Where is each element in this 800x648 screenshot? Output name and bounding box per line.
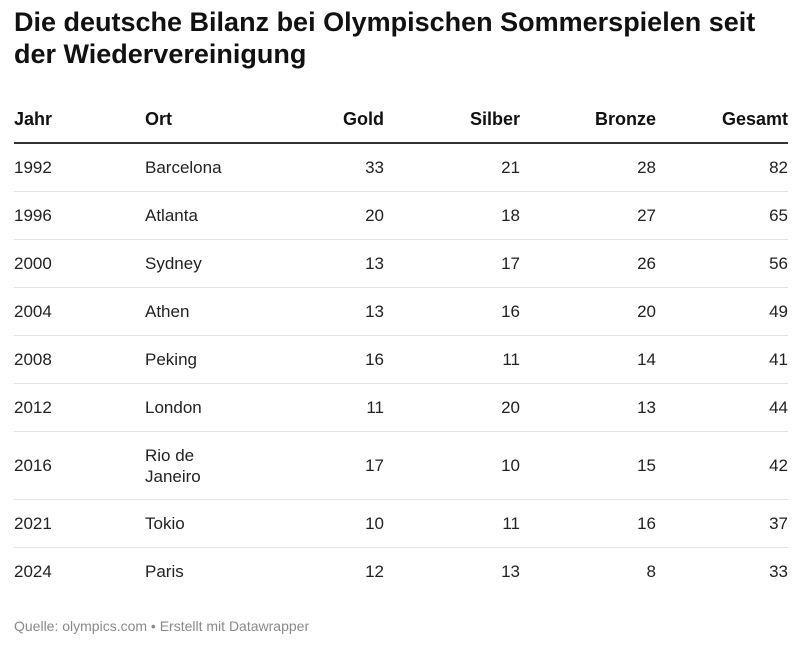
cell-jahr: 2021 [14, 499, 145, 548]
column-header-ort: Ort [145, 96, 255, 144]
table-row: 2004 Athen 13 16 20 49 [14, 287, 788, 336]
column-header-jahr: Jahr [14, 96, 145, 144]
cell-gesamt: 49 [656, 287, 788, 336]
chart-title: Die deutsche Bilanz bei Olympischen Somm… [14, 7, 756, 69]
cell-silber: 16 [384, 287, 520, 336]
cell-gold: 11 [255, 383, 384, 432]
cell-bronze: 20 [520, 287, 656, 336]
cell-gesamt: 82 [656, 143, 788, 192]
cell-gesamt: 56 [656, 239, 788, 288]
cell-ort: London [145, 383, 255, 432]
cell-ort: Barcelona [145, 143, 255, 192]
cell-ort: Peking [145, 335, 255, 384]
cell-jahr: 2008 [14, 335, 145, 384]
cell-gesamt: 42 [656, 431, 788, 500]
cell-ort: Paris [145, 562, 184, 581]
cell-gold: 13 [255, 239, 384, 288]
cell-silber: 13 [501, 562, 520, 581]
table-row: 2021 Tokio 10 11 16 37 [14, 499, 788, 548]
cell-bronze: 15 [520, 431, 656, 500]
cell-jahr: 1996 [14, 191, 145, 240]
cell-ort: Rio de Janeiro [145, 431, 255, 500]
cell-bronze: 14 [520, 335, 656, 384]
cell-gold: 33 [255, 143, 384, 192]
column-header-gesamt: Gesamt [656, 96, 788, 144]
cell-ort: Sydney [145, 239, 255, 288]
table-row: 2008 Peking 16 11 14 41 [14, 335, 788, 384]
table-body: 1992 Barcelona 33 21 28 82 1996 Atlanta 20 18 27 65… [14, 143, 788, 595]
cell-ort: Athen [145, 287, 255, 336]
column-header-bronze: Bronze [520, 96, 656, 144]
cell-silber: 11 [384, 335, 520, 384]
medal-table: Jahr Ort Gold Silber Bronze Gesamt 1992 B… [14, 96, 788, 595]
cell-gold: 12 [365, 562, 384, 581]
cell-silber: 10 [384, 431, 520, 500]
cell-bronze: 8 [646, 562, 656, 581]
cell-jahr: 2012 [14, 383, 145, 432]
cell-bronze: 26 [520, 239, 656, 288]
table-row: 2024 Paris 12 13 8 33 [14, 548, 788, 596]
cell-jahr: 2016 [14, 431, 145, 500]
table-row: 2012 London 11 20 13 44 [14, 383, 788, 432]
cell-gold: 17 [255, 431, 384, 500]
cell-bronze: 27 [520, 191, 656, 240]
cell-bronze: 28 [520, 143, 656, 192]
cell-gold: 13 [255, 287, 384, 336]
column-header-silber: Silber [384, 96, 520, 144]
cell-gold: 16 [255, 335, 384, 384]
table-row: 2000 Sydney 13 17 26 56 [14, 239, 788, 288]
cell-gesamt: 65 [656, 191, 788, 240]
cell-jahr: 1992 [14, 143, 145, 192]
table-row: 2016 Rio de Janeiro 17 10 15 42 [14, 431, 788, 500]
cell-gesamt: 37 [656, 499, 788, 548]
cell-ort: Tokio [145, 499, 255, 548]
table-header-row: Jahr Ort Gold Silber Bronze Gesamt [14, 96, 788, 144]
table-row: 1996 Atlanta 20 18 27 65 [14, 191, 788, 240]
cell-gold: 20 [255, 191, 384, 240]
cell-silber: 18 [384, 191, 520, 240]
table-row: 1992 Barcelona 33 21 28 82 [14, 143, 788, 192]
cell-jahr: 2024 [14, 562, 52, 581]
cell-silber: 17 [384, 239, 520, 288]
cell-silber: 21 [384, 143, 520, 192]
cell-gesamt: 33 [769, 562, 788, 581]
cell-ort: Atlanta [145, 191, 255, 240]
cell-jahr: 2000 [14, 239, 145, 288]
cell-jahr: 2004 [14, 287, 145, 336]
cell-bronze: 13 [520, 383, 656, 432]
cell-bronze: 16 [520, 499, 656, 548]
cell-silber: 11 [384, 499, 520, 548]
cell-silber: 20 [384, 383, 520, 432]
cell-gesamt: 41 [656, 335, 788, 384]
cell-gesamt: 44 [656, 383, 788, 432]
cell-gold: 10 [255, 499, 384, 548]
source-note: Quelle: olympics.com • Erstellt mit Data… [14, 618, 310, 634]
column-header-gold: Gold [255, 96, 384, 144]
